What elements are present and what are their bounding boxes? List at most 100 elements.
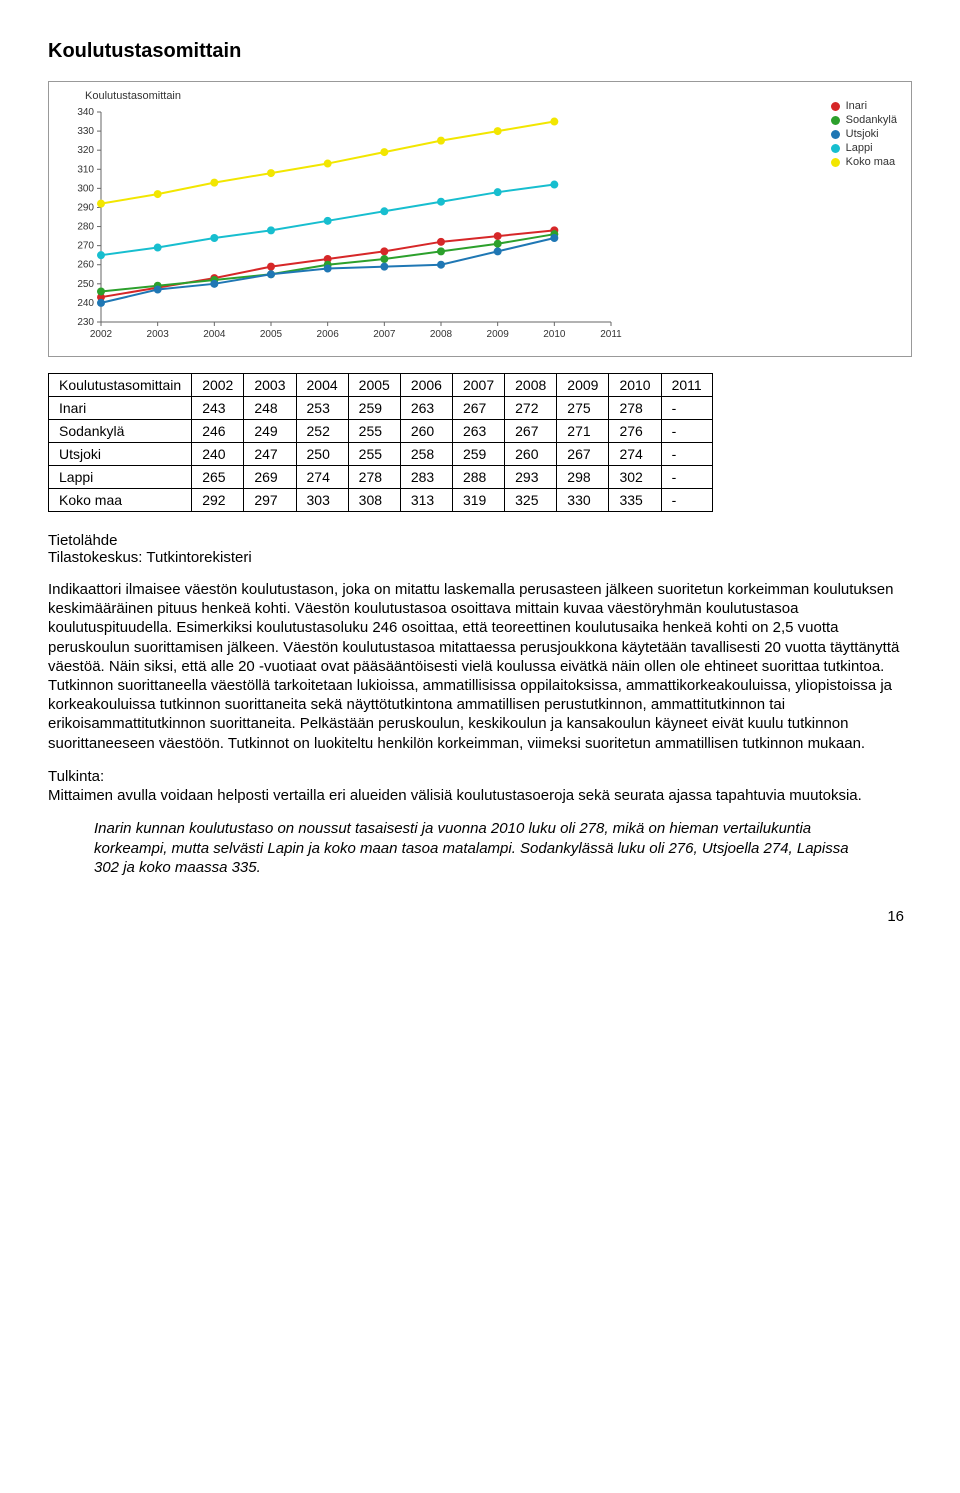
- table-cell: 319: [452, 489, 504, 512]
- table-cell: 302: [609, 466, 661, 489]
- table-cell: 263: [452, 420, 504, 443]
- table-cell: 303: [296, 489, 348, 512]
- table-cell: 260: [505, 443, 557, 466]
- table-cell: 258: [400, 443, 452, 466]
- chart-legend: Inari Sodankylä Utsjoki Lappi Koko maa: [831, 100, 897, 170]
- legend-label: Lappi: [846, 142, 873, 154]
- paragraph-indicator: Indikaattori ilmaisee väestön koulutusta…: [48, 580, 912, 753]
- legend-item: Lappi: [831, 142, 897, 154]
- svg-text:280: 280: [77, 222, 94, 233]
- svg-text:2002: 2002: [90, 329, 113, 340]
- table-cell: 297: [244, 489, 296, 512]
- table-cell: -: [661, 397, 712, 420]
- table-header-label: Koulutustasomittain: [49, 374, 192, 397]
- legend-item: Utsjoki: [831, 128, 897, 140]
- table-cell: 278: [609, 397, 661, 420]
- table-row-label: Utsjoki: [49, 443, 192, 466]
- legend-dot-icon: [831, 158, 840, 167]
- table-column-header: 2007: [452, 374, 504, 397]
- source-value: Tilastokeskus: Tutkintorekisteri: [48, 549, 252, 566]
- table-row-label: Inari: [49, 397, 192, 420]
- table-column-header: 2009: [557, 374, 609, 397]
- table-cell: 313: [400, 489, 452, 512]
- legend-label: Sodankylä: [846, 114, 897, 126]
- svg-text:260: 260: [77, 260, 94, 271]
- table-cell: 243: [192, 397, 244, 420]
- table-cell: 276: [609, 420, 661, 443]
- table-cell: 269: [244, 466, 296, 489]
- legend-item: Sodankylä: [831, 114, 897, 126]
- data-table: Koulutustasomittain200220032004200520062…: [48, 373, 713, 512]
- legend-dot-icon: [831, 144, 840, 153]
- tulkinta-block: Tulkinta: Mittaimen avulla voidaan helpo…: [48, 767, 912, 805]
- svg-text:2007: 2007: [373, 329, 396, 340]
- table-cell: 298: [557, 466, 609, 489]
- table-cell: 274: [609, 443, 661, 466]
- tulkinta-label: Tulkinta:: [48, 768, 104, 785]
- table-cell: 293: [505, 466, 557, 489]
- table-cell: 267: [557, 443, 609, 466]
- table-cell: 259: [452, 443, 504, 466]
- svg-text:340: 340: [77, 107, 94, 118]
- table-cell: 274: [296, 466, 348, 489]
- table-cell: 255: [348, 420, 400, 443]
- legend-label: Koko maa: [846, 156, 896, 168]
- table-cell: 335: [609, 489, 661, 512]
- page-number: 16: [48, 908, 912, 925]
- source-block: Tietolähde Tilastokeskus: Tutkintorekist…: [48, 532, 912, 566]
- legend-label: Inari: [846, 100, 867, 112]
- svg-text:290: 290: [77, 202, 94, 213]
- table-column-header: 2003: [244, 374, 296, 397]
- table-column-header: 2011: [661, 374, 712, 397]
- table-cell: 308: [348, 489, 400, 512]
- table-cell: -: [661, 443, 712, 466]
- legend-item: Koko maa: [831, 156, 897, 168]
- table-cell: 283: [400, 466, 452, 489]
- chart-title: Koulutustasomittain: [85, 90, 903, 102]
- svg-text:310: 310: [77, 164, 94, 175]
- table-cell: 248: [244, 397, 296, 420]
- legend-dot-icon: [831, 116, 840, 125]
- table-cell: 249: [244, 420, 296, 443]
- table-cell: 272: [505, 397, 557, 420]
- legend-label: Utsjoki: [846, 128, 879, 140]
- table-cell: 292: [192, 489, 244, 512]
- table-cell: 255: [348, 443, 400, 466]
- table-column-header: 2004: [296, 374, 348, 397]
- table-header-row: Koulutustasomittain200220032004200520062…: [49, 374, 713, 397]
- table-cell: 247: [244, 443, 296, 466]
- table-cell: 267: [505, 420, 557, 443]
- table-cell: 260: [400, 420, 452, 443]
- svg-text:2009: 2009: [487, 329, 510, 340]
- chart-container: Koulutustasomittain 23024025026027028029…: [48, 81, 912, 357]
- table-row: Utsjoki240247250255258259260267274-: [49, 443, 713, 466]
- table-cell: -: [661, 466, 712, 489]
- legend-item: Inari: [831, 100, 897, 112]
- table-column-header: 2006: [400, 374, 452, 397]
- svg-text:2003: 2003: [147, 329, 170, 340]
- table-cell: 330: [557, 489, 609, 512]
- table-row-label: Koko maa: [49, 489, 192, 512]
- svg-text:230: 230: [77, 317, 94, 328]
- table-row: Lappi265269274278283288293298302-: [49, 466, 713, 489]
- table-column-header: 2005: [348, 374, 400, 397]
- table-cell: 246: [192, 420, 244, 443]
- table-cell: 275: [557, 397, 609, 420]
- svg-text:2006: 2006: [317, 329, 340, 340]
- source-label: Tietolähde: [48, 532, 118, 549]
- table-column-header: 2008: [505, 374, 557, 397]
- table-cell: 278: [348, 466, 400, 489]
- table-cell: 263: [400, 397, 452, 420]
- table-column-header: 2010: [609, 374, 661, 397]
- line-chart: 2302402502602702802903003103203303402002…: [57, 104, 757, 354]
- svg-text:2004: 2004: [203, 329, 226, 340]
- legend-dot-icon: [831, 102, 840, 111]
- table-cell: 288: [452, 466, 504, 489]
- page-title: Koulutustasomittain: [48, 40, 912, 63]
- table-cell: 253: [296, 397, 348, 420]
- table-cell: 325: [505, 489, 557, 512]
- table-row: Koko maa292297303308313319325330335-: [49, 489, 713, 512]
- svg-text:2011: 2011: [600, 329, 622, 340]
- table-row-label: Lappi: [49, 466, 192, 489]
- table-cell: 252: [296, 420, 348, 443]
